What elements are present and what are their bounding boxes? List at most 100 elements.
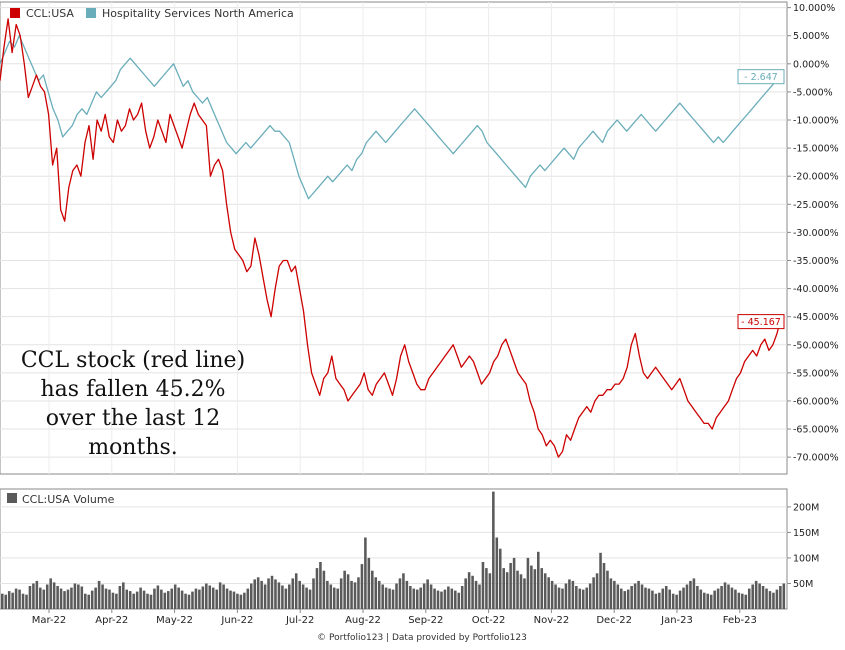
volume-bar <box>329 584 333 609</box>
legend-swatch-ccl <box>10 8 20 18</box>
price-y-tick-label: -20.000% <box>793 172 839 183</box>
volume-bar <box>734 589 737 609</box>
volume-bar <box>253 579 256 609</box>
volume-bar <box>595 573 599 609</box>
volume-bar <box>644 587 647 609</box>
volume-bar <box>160 589 163 609</box>
volume-bar <box>488 573 492 609</box>
annotation-line-2: has fallen 45.2% <box>40 377 226 402</box>
volume-bar <box>696 586 699 609</box>
volume-bar <box>256 577 260 609</box>
volume-bar <box>398 578 402 609</box>
x-tick-label: Mar-22 <box>32 615 67 626</box>
volume-bar <box>384 587 388 609</box>
volume-bar <box>571 580 575 609</box>
price-y-tick-label: 5.000% <box>793 31 829 42</box>
volume-bar <box>173 584 177 609</box>
volume-bar <box>509 563 512 609</box>
volume-bar <box>308 589 312 609</box>
volume-bar <box>225 588 229 609</box>
volume-bar <box>260 580 263 609</box>
x-tick-label: Aug-22 <box>345 615 381 626</box>
volume-bar <box>495 537 499 609</box>
x-tick-label: Sep-22 <box>408 615 443 626</box>
volume-bar <box>336 588 339 609</box>
volume-plot-area <box>0 488 788 610</box>
volume-bar <box>620 588 623 609</box>
volume-bar <box>277 582 281 609</box>
volume-bar <box>492 491 495 609</box>
volume-bar <box>191 591 194 609</box>
volume-bar <box>360 564 364 609</box>
volume-bar <box>647 588 651 609</box>
volume-bar <box>471 575 474 609</box>
volume-bar <box>454 590 457 609</box>
price-series-group <box>0 18 782 458</box>
volume-bar <box>664 586 668 609</box>
price-y-tick-label: -70.000% <box>793 453 839 464</box>
price-y-tick-label: -15.000% <box>793 144 839 155</box>
volume-bar <box>215 589 218 609</box>
volume-bar <box>77 584 80 609</box>
volume-bar <box>163 592 167 609</box>
volume-bar <box>747 588 751 609</box>
volume-y-tick-label: 200M <box>793 502 819 513</box>
volume-bar <box>246 588 250 609</box>
volume-bar <box>450 588 454 609</box>
volume-bar <box>464 578 467 609</box>
price-y-tick-label: -30.000% <box>793 228 839 239</box>
legend-swatch-hospitality <box>86 8 96 18</box>
volume-bar <box>90 590 94 609</box>
volume-bar <box>761 586 765 609</box>
volume-bar <box>229 590 232 609</box>
volume-bar <box>654 593 658 609</box>
volume-bar <box>640 584 644 609</box>
volume-bar <box>561 588 564 609</box>
volume-bar <box>267 578 270 609</box>
volume-bar <box>478 584 481 609</box>
volume-bar <box>381 584 384 609</box>
volume-bar <box>194 588 198 609</box>
x-tick-label: Jul-22 <box>285 615 314 626</box>
volume-bar <box>118 586 122 609</box>
volume-bar <box>599 552 602 609</box>
volume-bar <box>550 580 554 609</box>
volume-bar <box>429 584 433 609</box>
volume-bar <box>198 589 201 609</box>
chart-annotation: CCL stock (red line) has fallen 45.2% ov… <box>18 346 248 462</box>
volume-bar <box>80 586 84 609</box>
volume-bar <box>353 582 357 609</box>
volume-bar <box>460 586 464 609</box>
volume-bar <box>87 594 91 609</box>
volume-bar <box>350 580 353 609</box>
volume-bar <box>613 580 616 609</box>
volume-bar <box>568 579 571 609</box>
volume-bar <box>25 594 28 609</box>
volume-bar <box>706 593 710 609</box>
x-tick-label: Nov-22 <box>534 615 570 626</box>
volume-bar <box>633 583 637 609</box>
volume-bar <box>128 591 132 609</box>
volume-bar <box>187 594 191 609</box>
volume-bar <box>170 588 174 609</box>
price-y-tick-label: -65.000% <box>793 425 839 436</box>
volume-bar <box>239 594 243 609</box>
price-y-tick-label: 10.000% <box>793 3 835 14</box>
x-tick-label: Jun-22 <box>220 615 253 626</box>
volume-bar <box>208 585 212 609</box>
volume-bar <box>467 572 471 609</box>
volume-bar <box>139 587 142 609</box>
price-gridlines <box>0 2 787 474</box>
ccl-end-label: - 45.167 <box>741 317 781 328</box>
volume-bar <box>108 589 111 609</box>
volume-bar <box>332 587 336 609</box>
end-value-labels: - 45.167 - 2.647 <box>737 69 785 330</box>
volume-bar <box>727 584 730 609</box>
volume-bar <box>754 580 758 609</box>
volume-bar <box>28 586 32 609</box>
price-y-tick-label: -25.000% <box>793 200 839 211</box>
volume-y-tick-label: 50M <box>793 579 813 590</box>
volume-bar <box>135 591 139 609</box>
volume-bar <box>433 588 436 609</box>
volume-bar <box>326 580 329 609</box>
